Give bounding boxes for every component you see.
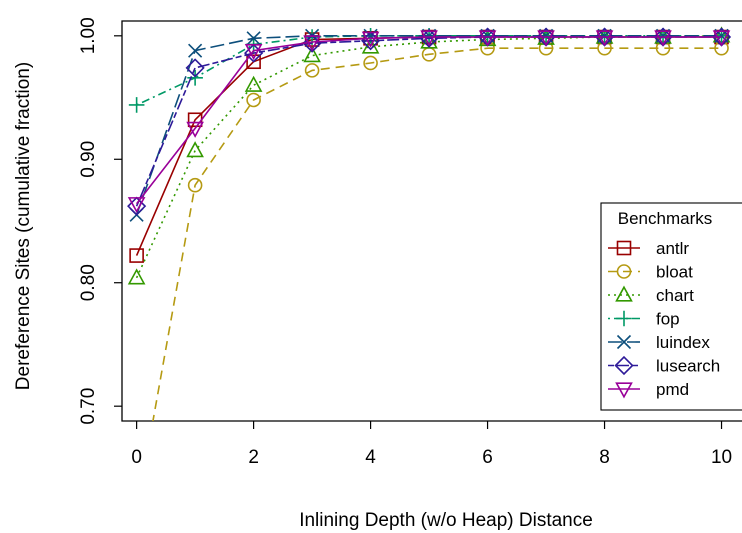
legend-label-lusearch: lusearch [656,357,720,376]
data-point-pmd [361,31,380,48]
data-point-pmd [654,30,672,47]
data-point-lusearch [127,196,147,216]
legend-marker-bloat [616,264,632,279]
x-tick-label: 2 [248,447,259,468]
legend-box [600,202,742,411]
data-point-lusearch [185,58,205,78]
legend-marker-lusearch [614,355,634,376]
series-line-pmd [135,36,722,205]
data-point-pmd [303,35,321,52]
legend-label-bloat: bloat [656,263,693,282]
legend-label-luindex: luindex [656,333,710,352]
series-line-luindex [135,35,722,216]
data-point-bloat [130,506,143,519]
legend-marker-fop [616,310,632,327]
data-point-pmd [244,43,263,61]
x-tick-label: 0 [131,447,142,468]
data-point-chart [186,141,204,158]
data-point-pmd [595,30,614,47]
data-point-bloat [304,63,320,78]
data-point-antlr [246,54,261,70]
series-line-bloat [152,47,722,421]
y-tick-label: 0.80 [78,264,99,301]
legend: antlr bloat chart fop luindex lusearch pmd Benc… [600,202,742,411]
series-luindex [129,28,729,222]
legend-label-chart: chart [656,286,694,305]
data-point-fop [128,97,145,113]
series-lusearch [127,27,732,216]
y-tick-label: 0.70 [78,388,99,425]
legend-marker-antlr [616,240,632,256]
legend-label-antlr: antlr [656,239,689,258]
legend-marker-chart [615,285,633,302]
series-fop [128,28,730,113]
data-point-pmd [712,30,731,47]
x-tick-label: 8 [599,447,610,468]
data-point-pmd [420,30,438,47]
data-point-chart [127,268,146,285]
legend-label-fop: fop [656,310,680,329]
legend-label-pmd: pmd [656,380,689,399]
legend-marker-luindex [616,334,632,350]
axes-layer: 0 2 4 6 8 10 0.70 0.80 0.90 1.00 [78,17,742,468]
data-point-pmd [478,30,497,47]
data-point-bloat [246,92,261,108]
data-point-chart [303,46,321,63]
y-axis-label: Dereference Sites (cumulative fraction) [13,62,34,390]
legend-title: Benchmarks [618,209,712,228]
data-point-bloat [187,177,203,193]
series-layer [127,26,732,519]
x-tick-label: 6 [482,447,493,468]
data-point-pmd [186,121,204,138]
data-point-pmd [537,30,555,47]
x-tick-label: 4 [365,447,376,468]
data-point-antlr [129,248,144,263]
series-pmd [127,30,731,214]
series-line-lusearch [135,36,722,207]
data-point-fop [187,69,203,86]
data-point-chart [244,75,263,92]
y-tick-label: 0.90 [78,141,99,178]
data-point-luindex [246,31,261,46]
legend-marker-pmd [615,382,633,399]
data-point-luindex [188,43,203,58]
data-point-bloat [363,55,378,71]
x-axis-label: Inlining Depth (w/o Heap) Distance [299,510,593,531]
y-tick-label: 1.00 [78,17,99,54]
data-point-pmd [127,197,146,214]
plot-frame [121,20,742,422]
x-tick-label: 10 [711,447,732,468]
